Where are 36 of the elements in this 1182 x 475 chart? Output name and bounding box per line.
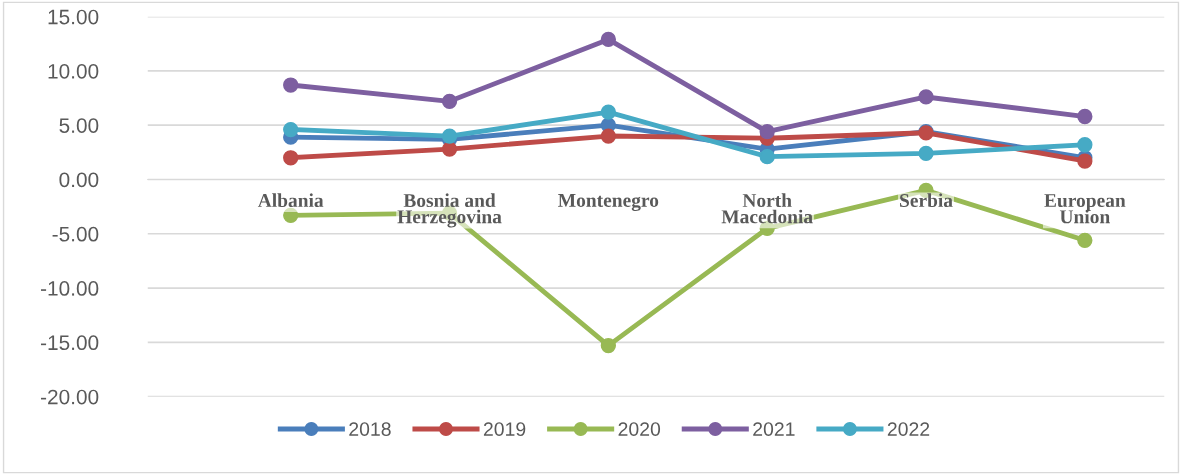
point xyxy=(283,207,299,223)
point xyxy=(283,150,299,166)
point xyxy=(759,149,775,165)
legend-label: 2020 xyxy=(618,422,661,437)
point xyxy=(759,124,775,140)
y-tick-label: 15.00 xyxy=(48,9,99,25)
point xyxy=(918,89,934,105)
y-tick-label: 5.00 xyxy=(59,118,99,133)
x-tick-label: Albania xyxy=(257,193,324,208)
y-tick-label: 10.00 xyxy=(48,63,99,79)
x-tick-label: Serbia xyxy=(900,193,953,208)
point xyxy=(1077,108,1093,125)
point xyxy=(283,121,299,138)
point xyxy=(441,93,458,109)
x-tick-label: Bosnia and Herzegovina xyxy=(397,193,502,228)
point xyxy=(283,77,299,93)
x-tick-label: Montenegro xyxy=(558,193,659,211)
point xyxy=(600,128,617,144)
point xyxy=(600,31,617,48)
point xyxy=(918,145,934,162)
legend-label: 2021 xyxy=(753,422,795,437)
y-tick-label: -5.00 xyxy=(52,226,99,242)
point xyxy=(441,141,458,157)
point xyxy=(600,104,617,120)
legend-label: 2022 xyxy=(887,422,930,437)
x-tick-label: European Union xyxy=(1044,194,1126,224)
legend-label: 2018 xyxy=(349,422,391,437)
point xyxy=(1077,232,1093,248)
y-tick-label: 0.00 xyxy=(59,172,99,188)
x-tick-label: North Macedonia xyxy=(721,193,813,224)
point xyxy=(1077,137,1093,153)
legend-label: 2019 xyxy=(483,422,526,437)
y-tick-label: -15.00 xyxy=(41,335,99,351)
y-tick-label: -10.00 xyxy=(41,281,99,296)
y-tick-label: -20.00 xyxy=(41,389,99,405)
point xyxy=(600,337,617,354)
